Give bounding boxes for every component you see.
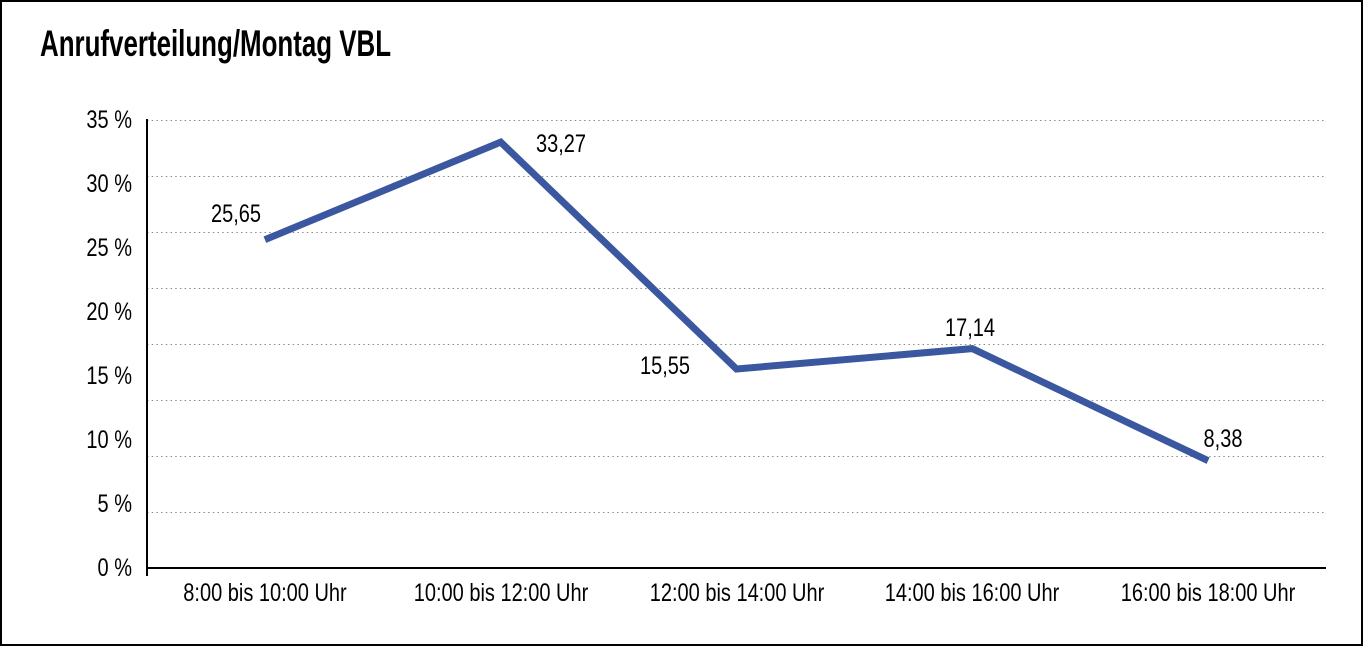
x-category-label: 16:00 bis 18:00 Uhr: [1120, 579, 1296, 607]
y-tick-label: 10 %: [86, 426, 132, 454]
data-point-label: 15,55: [639, 351, 690, 380]
y-tick-label: 15 %: [86, 362, 132, 390]
y-tick-label: 30 %: [86, 170, 132, 198]
x-category-label: 12:00 bis 14:00 Uhr: [649, 579, 824, 607]
data-point-label: 25,65: [210, 199, 261, 228]
y-tick-label: 5 %: [97, 490, 132, 518]
data-line: [263, 137, 1210, 464]
x-category-label: 10:00 bis 12:00 Uhr: [413, 579, 588, 607]
x-category-label: 14:00 bis 16:00 Uhr: [885, 579, 1060, 607]
data-point-label: 17,14: [945, 313, 996, 342]
data-point-label: 33,27: [535, 130, 586, 159]
y-tick-label: 35 %: [86, 106, 132, 134]
y-tick-label: 20 %: [86, 298, 132, 326]
x-category-label: 8:00 bis 10:00 Uhr: [183, 579, 347, 607]
y-tick-label: 25 %: [86, 234, 132, 262]
y-tick-label: 0 %: [97, 554, 132, 582]
chart-title: Anrufverteilung/Montag VBL: [40, 23, 392, 64]
data-point-label: 8,38: [1203, 424, 1243, 453]
